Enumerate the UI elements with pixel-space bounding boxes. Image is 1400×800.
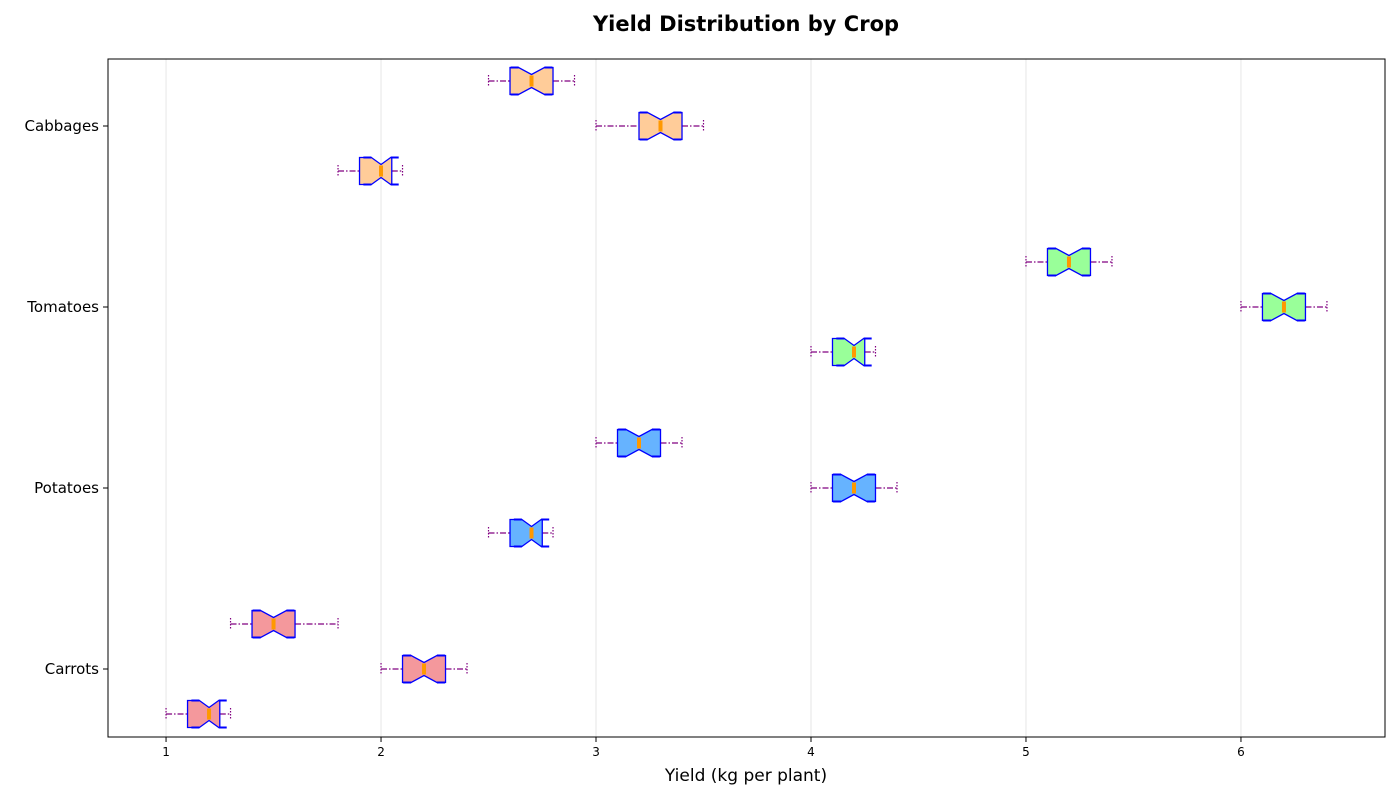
box-potatoes xyxy=(810,473,898,503)
x-axis-label: Yield (kg per plant) xyxy=(664,766,827,786)
box-body xyxy=(509,518,543,548)
x-tick-label: 5 xyxy=(1022,745,1030,759)
box-cabbages xyxy=(337,156,404,186)
x-tick-label: 2 xyxy=(377,745,385,759)
plot-frame xyxy=(107,58,1386,738)
box-carrots xyxy=(165,699,232,729)
y-tick-label: Cabbages xyxy=(25,117,100,135)
x-tick-label: 6 xyxy=(1237,745,1245,759)
x-tick-label: 3 xyxy=(592,745,600,759)
box-cabbages xyxy=(595,111,705,141)
y-axis: Carrots Potatoes Tomatoes Cabbages xyxy=(25,117,108,678)
box-potatoes xyxy=(487,518,554,548)
box-tomatoes xyxy=(1025,247,1113,277)
box-carrots xyxy=(380,654,468,684)
box-body xyxy=(186,699,221,729)
x-tick-label: 1 xyxy=(162,745,170,759)
box-carrots xyxy=(229,609,339,639)
box-tomatoes xyxy=(810,337,877,367)
x-tick-label: 4 xyxy=(807,745,815,759)
box-layer xyxy=(165,66,1328,729)
y-tick-label: Potatoes xyxy=(34,479,99,497)
y-tick-label: Carrots xyxy=(45,660,99,678)
box-tomatoes xyxy=(1240,292,1328,322)
box-cabbages xyxy=(487,66,576,96)
y-tick-label: Tomatoes xyxy=(26,298,99,316)
x-axis: 1 2 3 4 5 6 xyxy=(162,737,1245,759)
chart-title: Yield Distribution by Crop xyxy=(592,12,899,36)
box-body xyxy=(358,156,393,186)
box-body xyxy=(831,337,866,367)
box-potatoes xyxy=(595,428,683,458)
